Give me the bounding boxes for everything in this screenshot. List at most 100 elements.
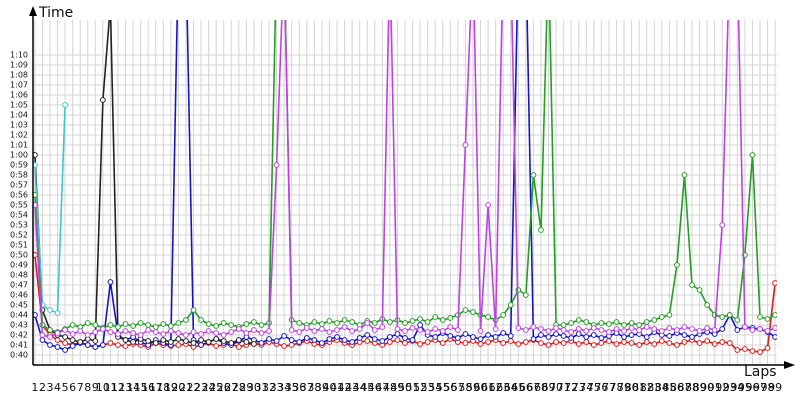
- data-point: [477, 328, 484, 334]
- data-point: [258, 340, 265, 346]
- data-point: [424, 329, 431, 335]
- x-tick-label: 64: [504, 381, 518, 394]
- x-tick-label: 84: [655, 381, 669, 394]
- data-point: [560, 333, 567, 339]
- data-point: [689, 334, 695, 340]
- x-tick-label: 23: [194, 381, 208, 394]
- data-point: [470, 334, 476, 340]
- data-point: [273, 338, 280, 344]
- data-point: [409, 325, 416, 331]
- data-point: [62, 340, 69, 346]
- x-axis-label: Laps: [744, 364, 777, 380]
- data-point: [228, 322, 235, 328]
- data-point: [47, 342, 53, 348]
- x-tick-label: 25: [209, 381, 223, 394]
- data-point: [636, 322, 643, 328]
- data-point: [553, 339, 559, 345]
- x-tick-label: 39: [315, 381, 329, 394]
- data-point: [432, 334, 439, 340]
- data-point: [122, 328, 129, 334]
- x-tick-label: 73: [572, 381, 586, 394]
- y-tick-label: 0:48: [10, 271, 28, 280]
- data-point: [386, 339, 393, 345]
- data-point: [674, 262, 680, 268]
- data-point: [364, 332, 371, 338]
- data-point: [334, 334, 340, 340]
- x-tick-label: 62: [489, 381, 503, 394]
- y-tick-label: 1:10: [10, 51, 28, 60]
- x-tick-label: 57: [451, 381, 465, 394]
- y-tick-label: 0:51: [10, 241, 28, 250]
- data-point: [696, 287, 703, 293]
- data-point: [92, 322, 99, 328]
- data-point: [220, 332, 227, 338]
- data-point: [311, 319, 318, 325]
- data-point: [386, 334, 393, 340]
- data-point: [424, 339, 431, 345]
- y-tick-label: 1:00: [10, 151, 28, 160]
- data-point: [62, 347, 69, 353]
- y-tick-label: 0:53: [10, 221, 28, 230]
- data-point: [696, 328, 703, 334]
- x-tick-label: 71: [557, 381, 571, 394]
- x-tick-label: 61: [481, 381, 495, 394]
- data-point: [99, 326, 106, 332]
- x-tick-label: 96: [745, 381, 759, 394]
- data-point: [205, 328, 212, 334]
- y-axis-label: Time: [38, 5, 73, 21]
- y-tick-label: 0:45: [10, 301, 28, 310]
- data-point: [477, 336, 484, 342]
- data-point: [115, 342, 121, 348]
- data-point: [356, 326, 363, 332]
- x-tick-label: 22: [187, 381, 201, 394]
- data-point: [243, 339, 250, 345]
- data-point: [522, 327, 529, 333]
- x-tick-label: 27: [224, 381, 238, 394]
- data-point: [749, 348, 756, 354]
- data-point: [266, 336, 272, 342]
- data-point: [454, 327, 461, 333]
- data-point: [62, 102, 69, 108]
- data-point: [462, 142, 469, 148]
- data-point: [108, 3, 113, 8]
- data-point: [152, 329, 159, 335]
- data-point: [560, 327, 567, 333]
- data-point: [145, 327, 152, 333]
- data-point: [258, 322, 265, 328]
- data-point: [757, 326, 763, 332]
- data-point: [183, 332, 189, 338]
- data-point: [288, 337, 295, 343]
- x-tick-label: 78: [609, 381, 623, 394]
- data-point: [319, 326, 325, 332]
- data-point: [33, 162, 38, 168]
- data-point: [477, 341, 484, 347]
- data-point: [674, 327, 680, 333]
- data-point: [137, 320, 144, 326]
- x-tick-label: 55: [436, 381, 450, 394]
- data-point: [530, 324, 537, 330]
- x-tick-label: 2: [39, 381, 46, 394]
- x-tick-label: 15: [134, 381, 148, 394]
- data-point: [152, 340, 159, 346]
- x-tick-label: 4: [54, 381, 61, 394]
- x-tick-label: 44: [353, 381, 367, 394]
- data-point: [545, 334, 552, 340]
- data-point: [311, 328, 318, 334]
- y-tick-label: 0:49: [10, 261, 28, 270]
- x-tick-label: 88: [685, 381, 699, 394]
- x-tick-label: 97: [753, 381, 767, 394]
- data-point: [69, 337, 76, 343]
- x-tick-label: 89: [693, 381, 707, 394]
- data-point: [115, 324, 121, 330]
- data-point: [198, 342, 204, 348]
- data-point: [606, 321, 612, 327]
- data-point: [560, 322, 567, 328]
- data-point: [296, 329, 303, 335]
- data-point: [485, 339, 491, 345]
- data-point: [175, 330, 182, 336]
- data-point: [485, 332, 491, 338]
- data-point: [54, 310, 61, 316]
- x-tick-label: 16: [141, 381, 155, 394]
- x-tick-label: 58: [458, 381, 472, 394]
- data-point: [235, 337, 242, 343]
